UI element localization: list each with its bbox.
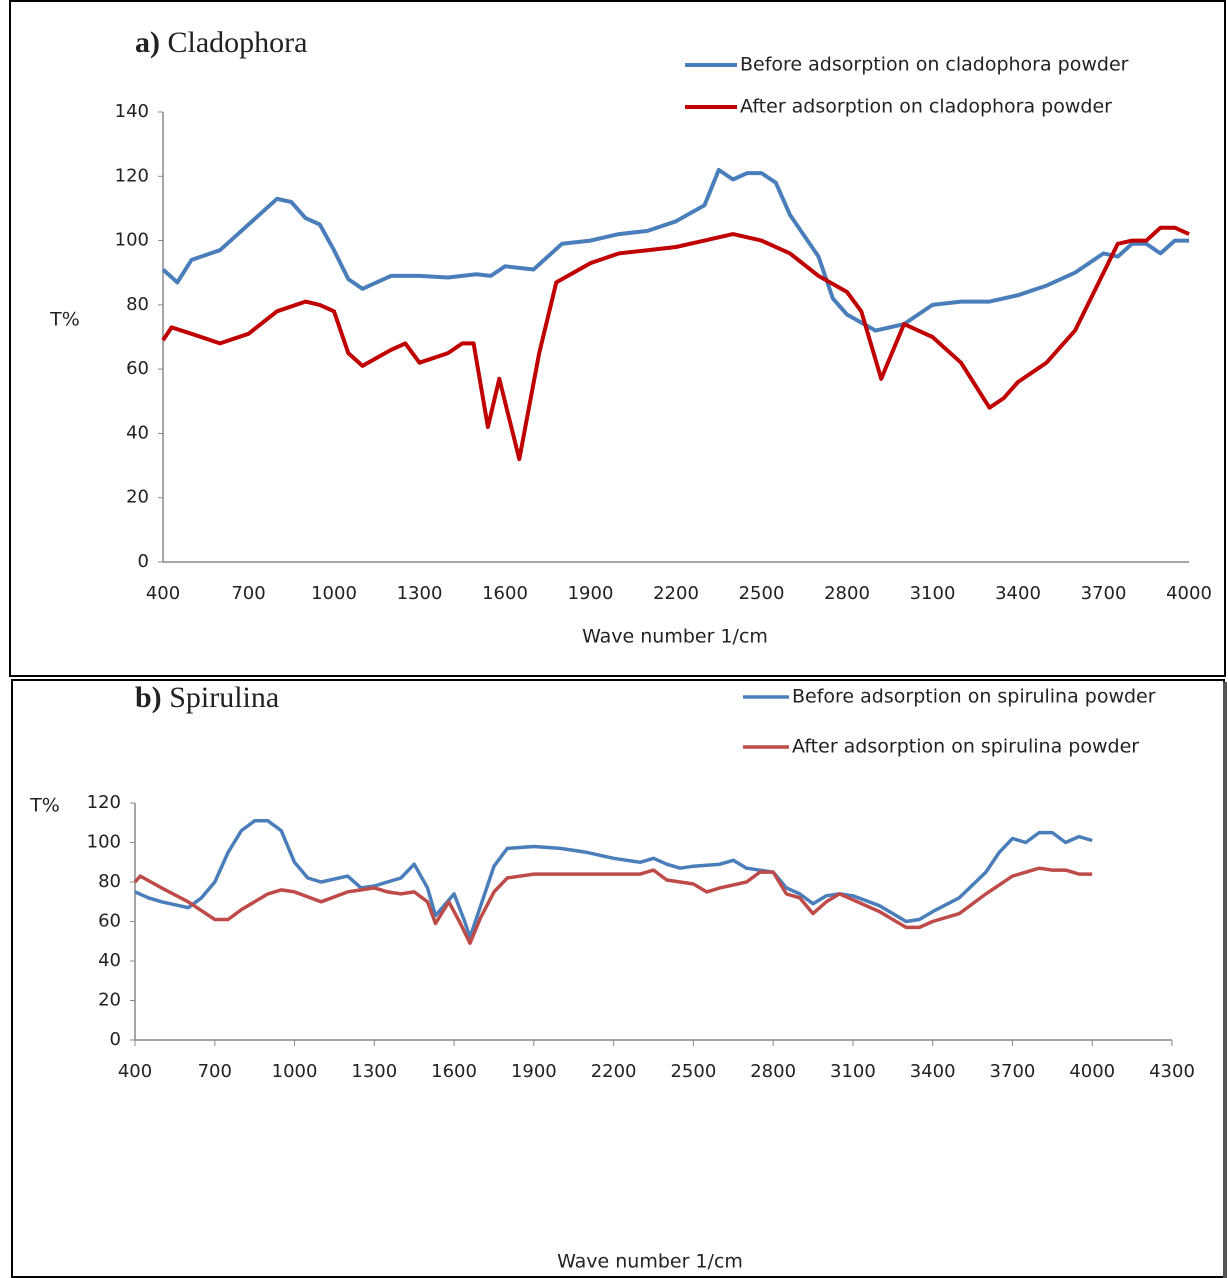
x-tick-label: 1300 <box>397 583 443 604</box>
y-tick-label: 120 <box>87 792 121 813</box>
panel-frame <box>9 0 1226 677</box>
x-tick-label: 400 <box>118 1061 152 1082</box>
x-tick-label: 2500 <box>670 1061 716 1082</box>
y-tick-label: 20 <box>126 487 149 508</box>
x-tick-label: 2800 <box>750 1061 796 1082</box>
y-tick-label: 80 <box>98 871 121 892</box>
y-tick-label: 40 <box>126 422 149 443</box>
x-tick-label: 4300 <box>1149 1061 1195 1082</box>
x-axis-label: Wave number 1/cm <box>582 626 768 648</box>
panel-frame <box>11 679 1225 1278</box>
y-axis-label: T% <box>49 309 80 331</box>
x-tick-label: 4000 <box>1166 583 1212 604</box>
y-tick-label: 60 <box>126 358 149 379</box>
x-tick-label: 1300 <box>351 1061 397 1082</box>
legend-label: Before adsorption on spirulina powder <box>792 686 1156 708</box>
chart-title: a) Cladophora <box>135 26 307 59</box>
x-tick-label: 4000 <box>1069 1061 1115 1082</box>
x-tick-label: 3400 <box>995 583 1041 604</box>
x-axis-label: Wave number 1/cm <box>557 1251 743 1273</box>
x-tick-label: 400 <box>146 583 180 604</box>
chart-title: b) Spirulina <box>135 681 279 714</box>
data-line <box>161 225 1190 462</box>
x-tick-label: 3400 <box>910 1061 956 1082</box>
data-line <box>133 866 1093 945</box>
x-tick-label: 3100 <box>830 1061 876 1082</box>
x-tick-label: 1900 <box>511 1061 557 1082</box>
y-tick-label: 60 <box>98 911 121 932</box>
title-text: Spirulina <box>169 681 279 714</box>
legend-label: Before adsorption on cladophora powder <box>740 54 1129 76</box>
x-tick-label: 1000 <box>272 1061 318 1082</box>
y-tick-label: 100 <box>87 832 121 853</box>
x-tick-label: 700 <box>198 1061 232 1082</box>
y-tick-label: 100 <box>115 230 149 251</box>
data-line <box>134 819 1093 940</box>
y-tick-label: 0 <box>110 1029 121 1050</box>
title-text: Cladophora <box>168 26 308 59</box>
legend-label: After adsorption on cladophora powder <box>740 96 1112 118</box>
y-tick-label: 20 <box>98 990 121 1011</box>
legend-label: After adsorption on spirulina powder <box>792 736 1139 758</box>
x-tick-label: 3100 <box>910 583 956 604</box>
x-tick-label: 3700 <box>1081 583 1127 604</box>
panel-label: b) <box>135 681 162 714</box>
y-tick-label: 80 <box>126 294 149 315</box>
x-tick-label: 1000 <box>311 583 357 604</box>
y-tick-label: 140 <box>115 101 149 122</box>
data-line <box>161 167 1189 333</box>
y-tick-label: 0 <box>138 551 149 572</box>
x-tick-label: 2200 <box>591 1061 637 1082</box>
x-tick-label: 2800 <box>824 583 870 604</box>
x-tick-label: 1900 <box>568 583 614 604</box>
y-axis-label: T% <box>29 795 60 817</box>
x-tick-label: 2200 <box>653 583 699 604</box>
x-tick-label: 1600 <box>431 1061 477 1082</box>
y-tick-label: 120 <box>115 165 149 186</box>
x-tick-label: 3700 <box>990 1061 1036 1082</box>
x-tick-label: 700 <box>231 583 265 604</box>
panel-label: a) <box>135 26 160 59</box>
x-tick-label: 1600 <box>482 583 528 604</box>
y-tick-label: 40 <box>98 950 121 971</box>
x-tick-label: 2500 <box>739 583 785 604</box>
